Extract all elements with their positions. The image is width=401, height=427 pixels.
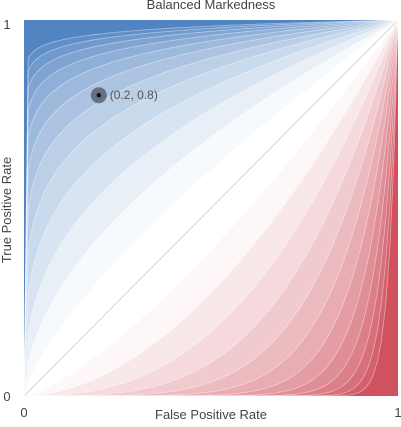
contour-band-negative (24, 20, 398, 396)
contour-line (23, 19, 399, 397)
contour-line (24, 19, 399, 397)
contour-line (23, 19, 399, 397)
contour-line (24, 19, 399, 397)
contour-line (23, 19, 399, 397)
contour-line (23, 19, 399, 397)
contour-lines (23, 19, 399, 397)
contour-line (24, 19, 399, 397)
contour-band-positive (24, 20, 398, 396)
y-tick-label-end: 1 (3, 17, 10, 32)
contour-line (23, 19, 399, 397)
contour-line (24, 19, 399, 397)
contour-line (24, 19, 399, 397)
chart-title: Balanced Markedness (147, 0, 276, 12)
contour-line (23, 19, 399, 397)
contour-line (24, 19, 399, 397)
contour-band-negative (24, 20, 398, 396)
contour-line (24, 19, 399, 397)
contour-line (24, 19, 399, 397)
data-point-label: (0.2, 0.8) (110, 88, 158, 102)
y-tick-label-start: 0 (3, 389, 10, 404)
data-point[interactable]: (0.2, 0.8) (90, 87, 158, 104)
contour-band-positive (24, 20, 398, 396)
contour-line (23, 19, 399, 397)
contour-line (23, 19, 399, 397)
data-point-dot[interactable] (96, 93, 102, 98)
x-tick-label-end: 1 (394, 405, 401, 420)
contour-line (23, 19, 399, 397)
contour-line (23, 19, 399, 397)
contour-line (23, 19, 399, 397)
contour-line (23, 19, 399, 397)
contour-line (24, 19, 399, 397)
x-axis-label: False Positive Rate (155, 407, 267, 422)
contour-line (23, 19, 399, 397)
contour-line (23, 19, 399, 397)
x-tick-label-start: 0 (20, 405, 27, 420)
contour-line (23, 19, 399, 397)
contour-line (24, 19, 399, 397)
y-axis-label: True Positive Rate (0, 157, 14, 263)
